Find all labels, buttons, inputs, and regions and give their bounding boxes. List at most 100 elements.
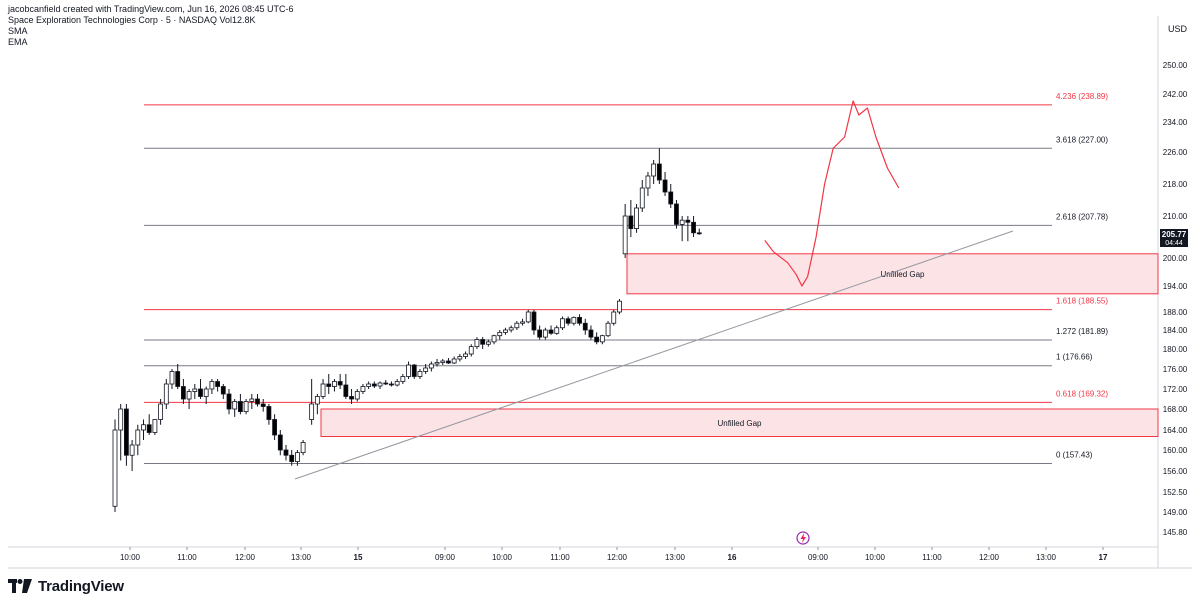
candle <box>508 325 514 333</box>
tradingview-wordmark: TradingView <box>38 577 124 595</box>
candle-body-up <box>542 329 548 338</box>
projected-path[interactable] <box>764 100 900 287</box>
candle-body-down <box>691 221 696 234</box>
candle-body-up <box>417 371 423 377</box>
price-tick-label: 194.00 <box>1163 282 1188 291</box>
candle-body-up <box>112 429 118 507</box>
candle <box>158 399 164 425</box>
unfilled-gap-zone[interactable] <box>320 408 1159 437</box>
candle <box>175 364 181 389</box>
candle <box>480 337 486 349</box>
candle-body-up <box>158 403 164 420</box>
candle-body-up <box>243 401 249 413</box>
candle <box>485 339 491 347</box>
candle <box>337 374 343 389</box>
symbol-name: Space Exploration Technologies Corp · 5 … <box>8 15 217 25</box>
time-tick-label: 10:00 <box>120 553 141 562</box>
candle-body-down <box>266 406 272 420</box>
candle <box>554 325 560 335</box>
candle <box>417 369 423 379</box>
tradingview-brand[interactable]: TradingView <box>8 575 124 597</box>
candle-body-up <box>186 391 192 400</box>
candle-body-up <box>611 311 617 324</box>
volume-label: Vol <box>219 15 232 25</box>
candle <box>272 414 278 440</box>
candle-body-down <box>215 381 221 387</box>
candle <box>577 314 582 326</box>
event-marker-icon[interactable] <box>796 531 810 545</box>
candle-body-up <box>525 311 531 323</box>
fib-level-label: 0.618 (169.32) <box>1056 389 1108 398</box>
candle-body-down <box>594 336 600 343</box>
candle-body-up <box>300 442 306 454</box>
candle <box>198 379 203 399</box>
candle <box>634 204 639 233</box>
candle <box>668 184 674 208</box>
candle-body-down <box>255 398 260 405</box>
currency-label[interactable]: USD <box>1168 24 1188 34</box>
time-tick-label: 11:00 <box>922 553 942 562</box>
price-tick-label: 176.00 <box>1163 365 1188 374</box>
candle <box>203 386 209 404</box>
candle-body-down <box>674 203 679 225</box>
candle-body-down <box>548 329 554 334</box>
candle-body-down <box>272 419 278 436</box>
candle-body-down <box>577 316 582 324</box>
candle-body-up <box>474 339 480 348</box>
candle <box>605 321 611 338</box>
indicator-sma[interactable]: SMA <box>8 26 28 36</box>
candle <box>406 361 411 379</box>
candle-body-up <box>169 371 175 385</box>
candle-body-up <box>203 388 209 397</box>
fib-level-label: 0 (157.43) <box>1056 450 1093 459</box>
time-tick-label: 17 <box>1099 553 1108 562</box>
candle <box>628 200 634 237</box>
candle-body-up <box>554 327 560 334</box>
trendline[interactable] <box>294 230 1014 480</box>
tradingview-logo-icon <box>8 579 32 593</box>
price-tick-label: 156.00 <box>1163 467 1188 476</box>
candle-body-up <box>463 353 468 357</box>
candle <box>186 389 192 409</box>
candle-body-up <box>440 360 446 363</box>
candle-body-down <box>349 396 354 400</box>
candle <box>215 379 221 392</box>
candle-body-up <box>232 401 238 410</box>
candle-body-up <box>634 207 639 230</box>
candle <box>354 389 360 402</box>
unfilled-gap-zone[interactable] <box>626 253 1159 295</box>
candle <box>129 440 135 471</box>
price-tick-label: 168.00 <box>1163 405 1188 414</box>
candle <box>383 380 389 385</box>
candle <box>622 204 628 258</box>
indicator-ema[interactable]: EMA <box>8 37 28 47</box>
candle <box>548 325 554 335</box>
candle <box>152 419 158 435</box>
time-tick-label: 13:00 <box>665 553 686 562</box>
candle <box>662 172 668 196</box>
chart-credit: jacobcanfield created with TradingView.c… <box>8 4 294 14</box>
chart-header: jacobcanfield created with TradingView.c… <box>8 4 294 48</box>
symbol-line[interactable]: Space Exploration Technologies Corp · 5 … <box>8 15 294 26</box>
candle <box>446 358 451 364</box>
candle <box>440 359 446 365</box>
time-tick-label: 11:00 <box>177 553 197 562</box>
bar-countdown: 04:44 <box>1165 240 1183 247</box>
price-tick-label: 184.00 <box>1163 326 1188 335</box>
candle <box>599 334 605 345</box>
time-tick-label: 10:00 <box>492 553 513 562</box>
candle-body-down <box>226 393 232 410</box>
candle-body-down <box>220 386 226 395</box>
candle-body-down <box>180 386 186 400</box>
candle <box>192 384 198 399</box>
volume-value: 12.8K <box>231 15 256 25</box>
candle <box>394 379 400 387</box>
candle-body-up <box>192 388 198 392</box>
candle-body-up <box>599 335 605 343</box>
candle <box>679 216 685 242</box>
price-tick-label: 200.00 <box>1163 254 1188 263</box>
candle <box>457 354 463 362</box>
candle-body-down <box>175 371 181 387</box>
candle <box>283 445 289 461</box>
